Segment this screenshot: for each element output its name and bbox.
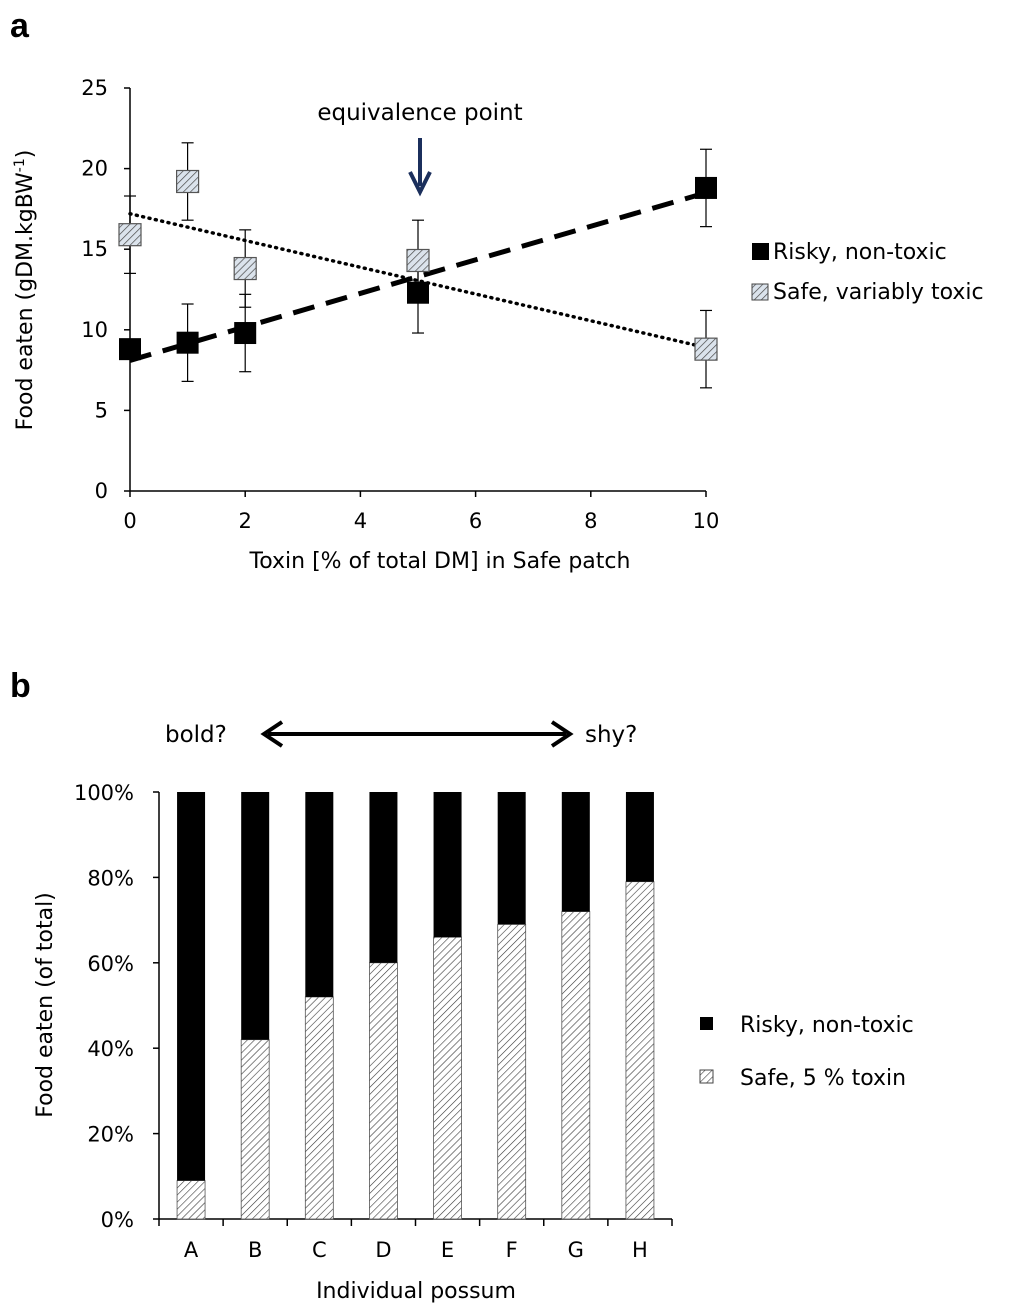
legend-label-safe-a: Safe, variably toxic xyxy=(773,280,984,305)
panel-b-letter: b xyxy=(10,667,31,705)
panel-a-x-axis-title: Toxin [% of total DM] in Safe patch xyxy=(249,549,631,574)
safe-data-point xyxy=(694,337,718,361)
panel-a-letter: a xyxy=(10,7,30,45)
x-tick-label: F xyxy=(506,1238,518,1262)
risky-data-point xyxy=(176,331,199,354)
legend-label-risky-a: Risky, non-toxic xyxy=(773,240,947,265)
safe-bar-segment xyxy=(561,911,591,1220)
safe-data-point xyxy=(406,248,430,273)
panel-b-y-axis-title: Food eaten (of total) xyxy=(33,892,58,1118)
panel-a-markers xyxy=(118,169,718,361)
risky-bar-segment xyxy=(305,792,334,997)
legend-item-safe-b: Safe, 5 % toxin xyxy=(699,1066,906,1091)
risky-bar-segment xyxy=(433,792,462,938)
panel-b-x-axis-title: Individual possum xyxy=(316,1279,516,1304)
safe-data-point xyxy=(233,256,257,281)
legend-swatch-risky-b xyxy=(700,1017,713,1030)
x-tick-label: B xyxy=(248,1238,262,1262)
bold-shy-double-arrow xyxy=(260,720,574,748)
safe-bar-segment xyxy=(369,962,398,1220)
x-tick-label: H xyxy=(632,1238,648,1262)
y-tick-label: 25 xyxy=(81,76,108,100)
equivalence-point-arrow xyxy=(408,138,432,197)
x-tick-label: 6 xyxy=(469,509,482,533)
panel-b-y-ticks: 0% 20% 40% 60% 80% 100% xyxy=(74,781,159,1232)
safe-bar-segment xyxy=(304,996,334,1220)
panel-a-legend: Risky, non-toxic Safe, variably toxic xyxy=(751,240,984,305)
panel-a-y-ticks: 0 5 10 15 20 25 xyxy=(81,76,130,503)
panel-a-y-axis-title: Food eaten (gDM.kgBW-1) xyxy=(12,150,38,431)
y-tick-label: 100% xyxy=(74,781,134,805)
legend-item-risky-a: Risky, non-toxic xyxy=(752,240,947,265)
x-tick-label: D xyxy=(375,1238,391,1262)
safe-data-point xyxy=(118,223,142,247)
equivalence-point-label: equivalence point xyxy=(317,100,522,126)
safe-bar-segment xyxy=(176,1180,206,1220)
x-tick-label: 10 xyxy=(693,509,720,533)
panel-b-bars xyxy=(176,792,655,1220)
y-tick-label: 60% xyxy=(87,952,134,976)
shy-label: shy? xyxy=(585,722,637,748)
x-tick-label: E xyxy=(441,1238,454,1262)
safe-bar-segment xyxy=(240,1039,270,1220)
x-tick-label: G xyxy=(568,1238,584,1262)
x-tick-label: 8 xyxy=(584,509,597,533)
y-tick-label: 5 xyxy=(95,398,108,422)
risky-data-point xyxy=(234,322,257,345)
risky-bar-segment xyxy=(369,792,398,963)
panel-b-legend: Risky, non-toxic Safe, 5 % toxin xyxy=(699,1013,914,1091)
legend-swatch-risky-a xyxy=(752,243,769,260)
safe-bar-segment xyxy=(497,923,527,1220)
x-tick-label: 4 xyxy=(354,509,367,533)
y-tick-label: 0 xyxy=(95,479,108,503)
safe-bar-segment xyxy=(433,936,462,1220)
risky-bar-segment xyxy=(561,792,590,912)
risky-data-point xyxy=(119,338,141,361)
panel-a: a 0 5 10 15 20 25 0 2 4 6 8 10 Food eaten (gDM.kgB… xyxy=(10,7,984,574)
panel-b: b bold? shy? 0% 20% 40% 60% 80% 100% A B C D E F G H… xyxy=(10,667,914,1304)
legend-item-safe-a: Safe, variably toxic xyxy=(751,280,984,305)
panel-a-trend-lines xyxy=(128,190,708,363)
y-tick-label: 15 xyxy=(81,237,108,261)
risky-bar-segment xyxy=(177,792,206,1181)
x-tick-label: C xyxy=(312,1238,327,1262)
risky-data-point xyxy=(407,281,429,304)
x-tick-label: 0 xyxy=(123,509,136,533)
safe-trend-line xyxy=(128,211,708,350)
risky-data-point xyxy=(695,176,717,199)
y-tick-label: 0% xyxy=(101,1208,134,1232)
safe-bar-segment xyxy=(625,881,655,1220)
legend-label-risky-b: Risky, non-toxic xyxy=(740,1013,914,1038)
y-tick-label: 80% xyxy=(87,866,134,890)
panel-b-x-ticks: A B C D E F G H xyxy=(158,1219,673,1262)
safe-data-point xyxy=(176,169,200,194)
risky-bar-segment xyxy=(625,792,654,882)
legend-item-risky-b: Risky, non-toxic xyxy=(700,1013,914,1038)
risky-bar-segment xyxy=(497,792,526,925)
bold-label: bold? xyxy=(165,722,227,748)
y-tick-label: 10 xyxy=(81,318,108,342)
x-tick-label: 2 xyxy=(239,509,252,533)
legend-swatch-safe-b xyxy=(699,1069,714,1084)
y-tick-label: 40% xyxy=(87,1037,134,1061)
x-tick-label: A xyxy=(184,1238,199,1262)
legend-swatch-safe-a xyxy=(751,283,769,301)
legend-label-safe-b: Safe, 5 % toxin xyxy=(740,1066,906,1091)
risky-bar-segment xyxy=(241,792,270,1040)
panel-a-x-ticks: 0 2 4 6 8 10 xyxy=(123,491,719,533)
y-tick-label: 20% xyxy=(87,1123,134,1147)
y-tick-label: 20 xyxy=(81,157,108,181)
